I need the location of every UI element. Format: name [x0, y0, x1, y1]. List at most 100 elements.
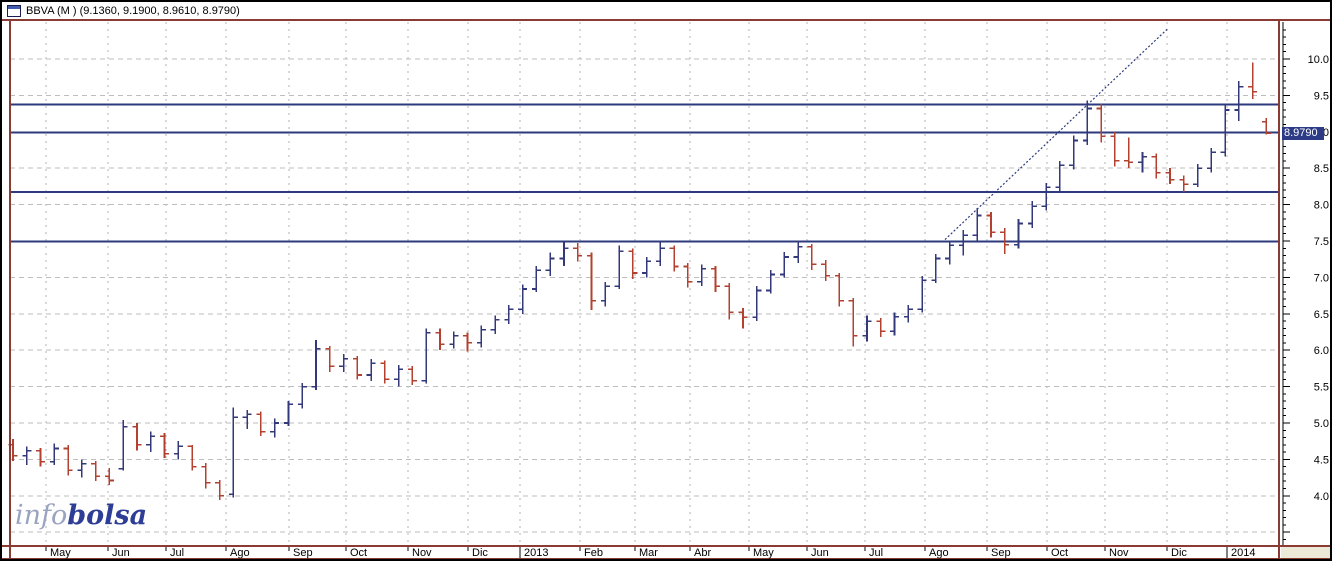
ohlc-bar — [1234, 80, 1244, 121]
ohlc-bar — [972, 208, 982, 241]
ohlc-bar — [146, 431, 156, 453]
y-axis-label: 10.0 — [1308, 54, 1329, 66]
ohlc-bar — [573, 243, 583, 262]
ohlc-bar — [738, 307, 748, 329]
ohlc-bar — [862, 315, 872, 342]
x-axis-label: May — [50, 547, 71, 559]
ohlc-bar — [1000, 227, 1010, 255]
ohlc-bar — [642, 257, 652, 278]
ohlc-bar — [710, 265, 720, 292]
ohlc-bar — [848, 297, 858, 347]
ohlc-bar — [91, 460, 101, 482]
ohlc-bar — [669, 245, 679, 272]
ohlc-bar — [1220, 104, 1230, 157]
ohlc-bar — [1248, 62, 1258, 100]
y-axis-label: 8.5 — [1314, 163, 1329, 175]
y-axis-ticks — [1282, 22, 1290, 545]
x-axis-ticks — [45, 547, 1228, 558]
ohlc-bar — [297, 382, 307, 409]
ohlc-bar — [325, 345, 335, 373]
ohlc-bar — [587, 252, 597, 311]
ohlc-bar — [1110, 131, 1120, 167]
ohlc-bar — [1082, 100, 1092, 145]
trendline[interactable] — [944, 27, 1169, 240]
ohlc-bar — [173, 441, 183, 460]
x-axis-label: Jun — [811, 547, 829, 559]
watermark-info: info — [15, 500, 68, 531]
ohlc-bar — [1124, 137, 1134, 169]
y-axis-labels: 10.09.59.08.58.07.57.06.56.05.55.04.54.0 — [1308, 54, 1329, 503]
chart-window-icon — [7, 4, 21, 17]
ohlc-bar — [160, 433, 170, 458]
ohlc-bar — [683, 262, 693, 288]
ohlc-bar — [600, 281, 610, 307]
ohlc-bar — [132, 423, 142, 451]
ohlc-bar — [77, 459, 87, 478]
window-title: BBVA (M ) (9.1360, 9.1900, 8.9610, 8.979… — [26, 4, 240, 17]
x-axis-label: Dic — [1171, 547, 1187, 559]
axis-corner — [1281, 547, 1330, 558]
ohlc-bar — [655, 241, 665, 266]
ohlc-bar — [793, 241, 803, 263]
ohlc-bar — [118, 420, 128, 471]
y-axis-label: 5.5 — [1314, 382, 1329, 394]
ohlc-bar — [1261, 117, 1271, 135]
x-axis-label: Nov — [412, 547, 432, 559]
ohlc-bar — [421, 328, 431, 384]
ohlc-bar — [201, 463, 211, 489]
ohlc-bar — [545, 252, 555, 276]
ohlc-bar — [215, 479, 225, 501]
ohlc-bar — [270, 418, 280, 438]
ohlc-bar — [1096, 104, 1106, 143]
ohlc-bar — [449, 331, 459, 349]
x-axis-label: Feb — [584, 547, 603, 559]
x-axis-label: Jul — [170, 547, 184, 559]
y-axis-label: 6.0 — [1314, 345, 1329, 357]
y-axis-label: 4.0 — [1314, 491, 1329, 503]
ohlc-bar — [1137, 152, 1147, 173]
level-lines — [10, 103, 1279, 243]
x-axis-label: 2014 — [1231, 547, 1255, 559]
ohlc-bars — [8, 62, 1271, 501]
ohlc-bar — [256, 411, 266, 437]
x-axis-label: Mar — [639, 547, 658, 559]
y-axis-label: 8.0 — [1314, 200, 1329, 212]
ohlc-bar — [36, 447, 46, 467]
x-axis-label: Sep — [293, 547, 313, 559]
ohlc-bar — [917, 275, 927, 313]
x-axis-label: Jun — [112, 547, 130, 559]
x-axis-label: Sep — [991, 547, 1011, 559]
y-axis-label: 9.5 — [1314, 90, 1329, 102]
ohlc-bar — [311, 340, 321, 391]
ohlc-bar — [531, 265, 541, 292]
ohlc-bar — [228, 407, 238, 498]
ohlc-bar — [766, 270, 776, 294]
ohlc-bar — [366, 358, 376, 381]
ohlc-bar — [1165, 168, 1175, 185]
ohlc-bar — [518, 284, 528, 314]
watermark-bolsa: bolsa — [67, 500, 148, 531]
ohlc-bar — [352, 356, 362, 380]
ohlc-bar — [559, 241, 569, 266]
y-axis-label: 7.0 — [1314, 272, 1329, 284]
x-axis-label: Jul — [869, 547, 883, 559]
ohlc-bar — [945, 241, 955, 265]
infobolsa-watermark: infobolsa — [15, 501, 147, 531]
ohlc-bar — [697, 264, 707, 287]
ohlc-bar — [958, 230, 968, 256]
x-axis-label: Ago — [929, 547, 949, 559]
x-axis-label: Nov — [1109, 547, 1129, 559]
ohlc-bar — [1055, 160, 1065, 192]
x-axis-label: Oct — [350, 547, 367, 559]
ohlc-bar — [1151, 153, 1161, 179]
ohlc-bar — [807, 243, 817, 271]
last-price-badge: 8.9790 — [1282, 126, 1324, 140]
ohlc-bar — [821, 259, 831, 282]
ohlc-bar — [890, 312, 900, 336]
y-axis-label: 7.5 — [1314, 236, 1329, 248]
ohlc-bar — [903, 305, 913, 323]
window-titlebar[interactable]: BBVA (M ) (9.1360, 9.1900, 8.9610, 8.979… — [2, 2, 1330, 21]
ohlc-bar — [407, 366, 417, 386]
ohlc-bar — [63, 444, 73, 476]
